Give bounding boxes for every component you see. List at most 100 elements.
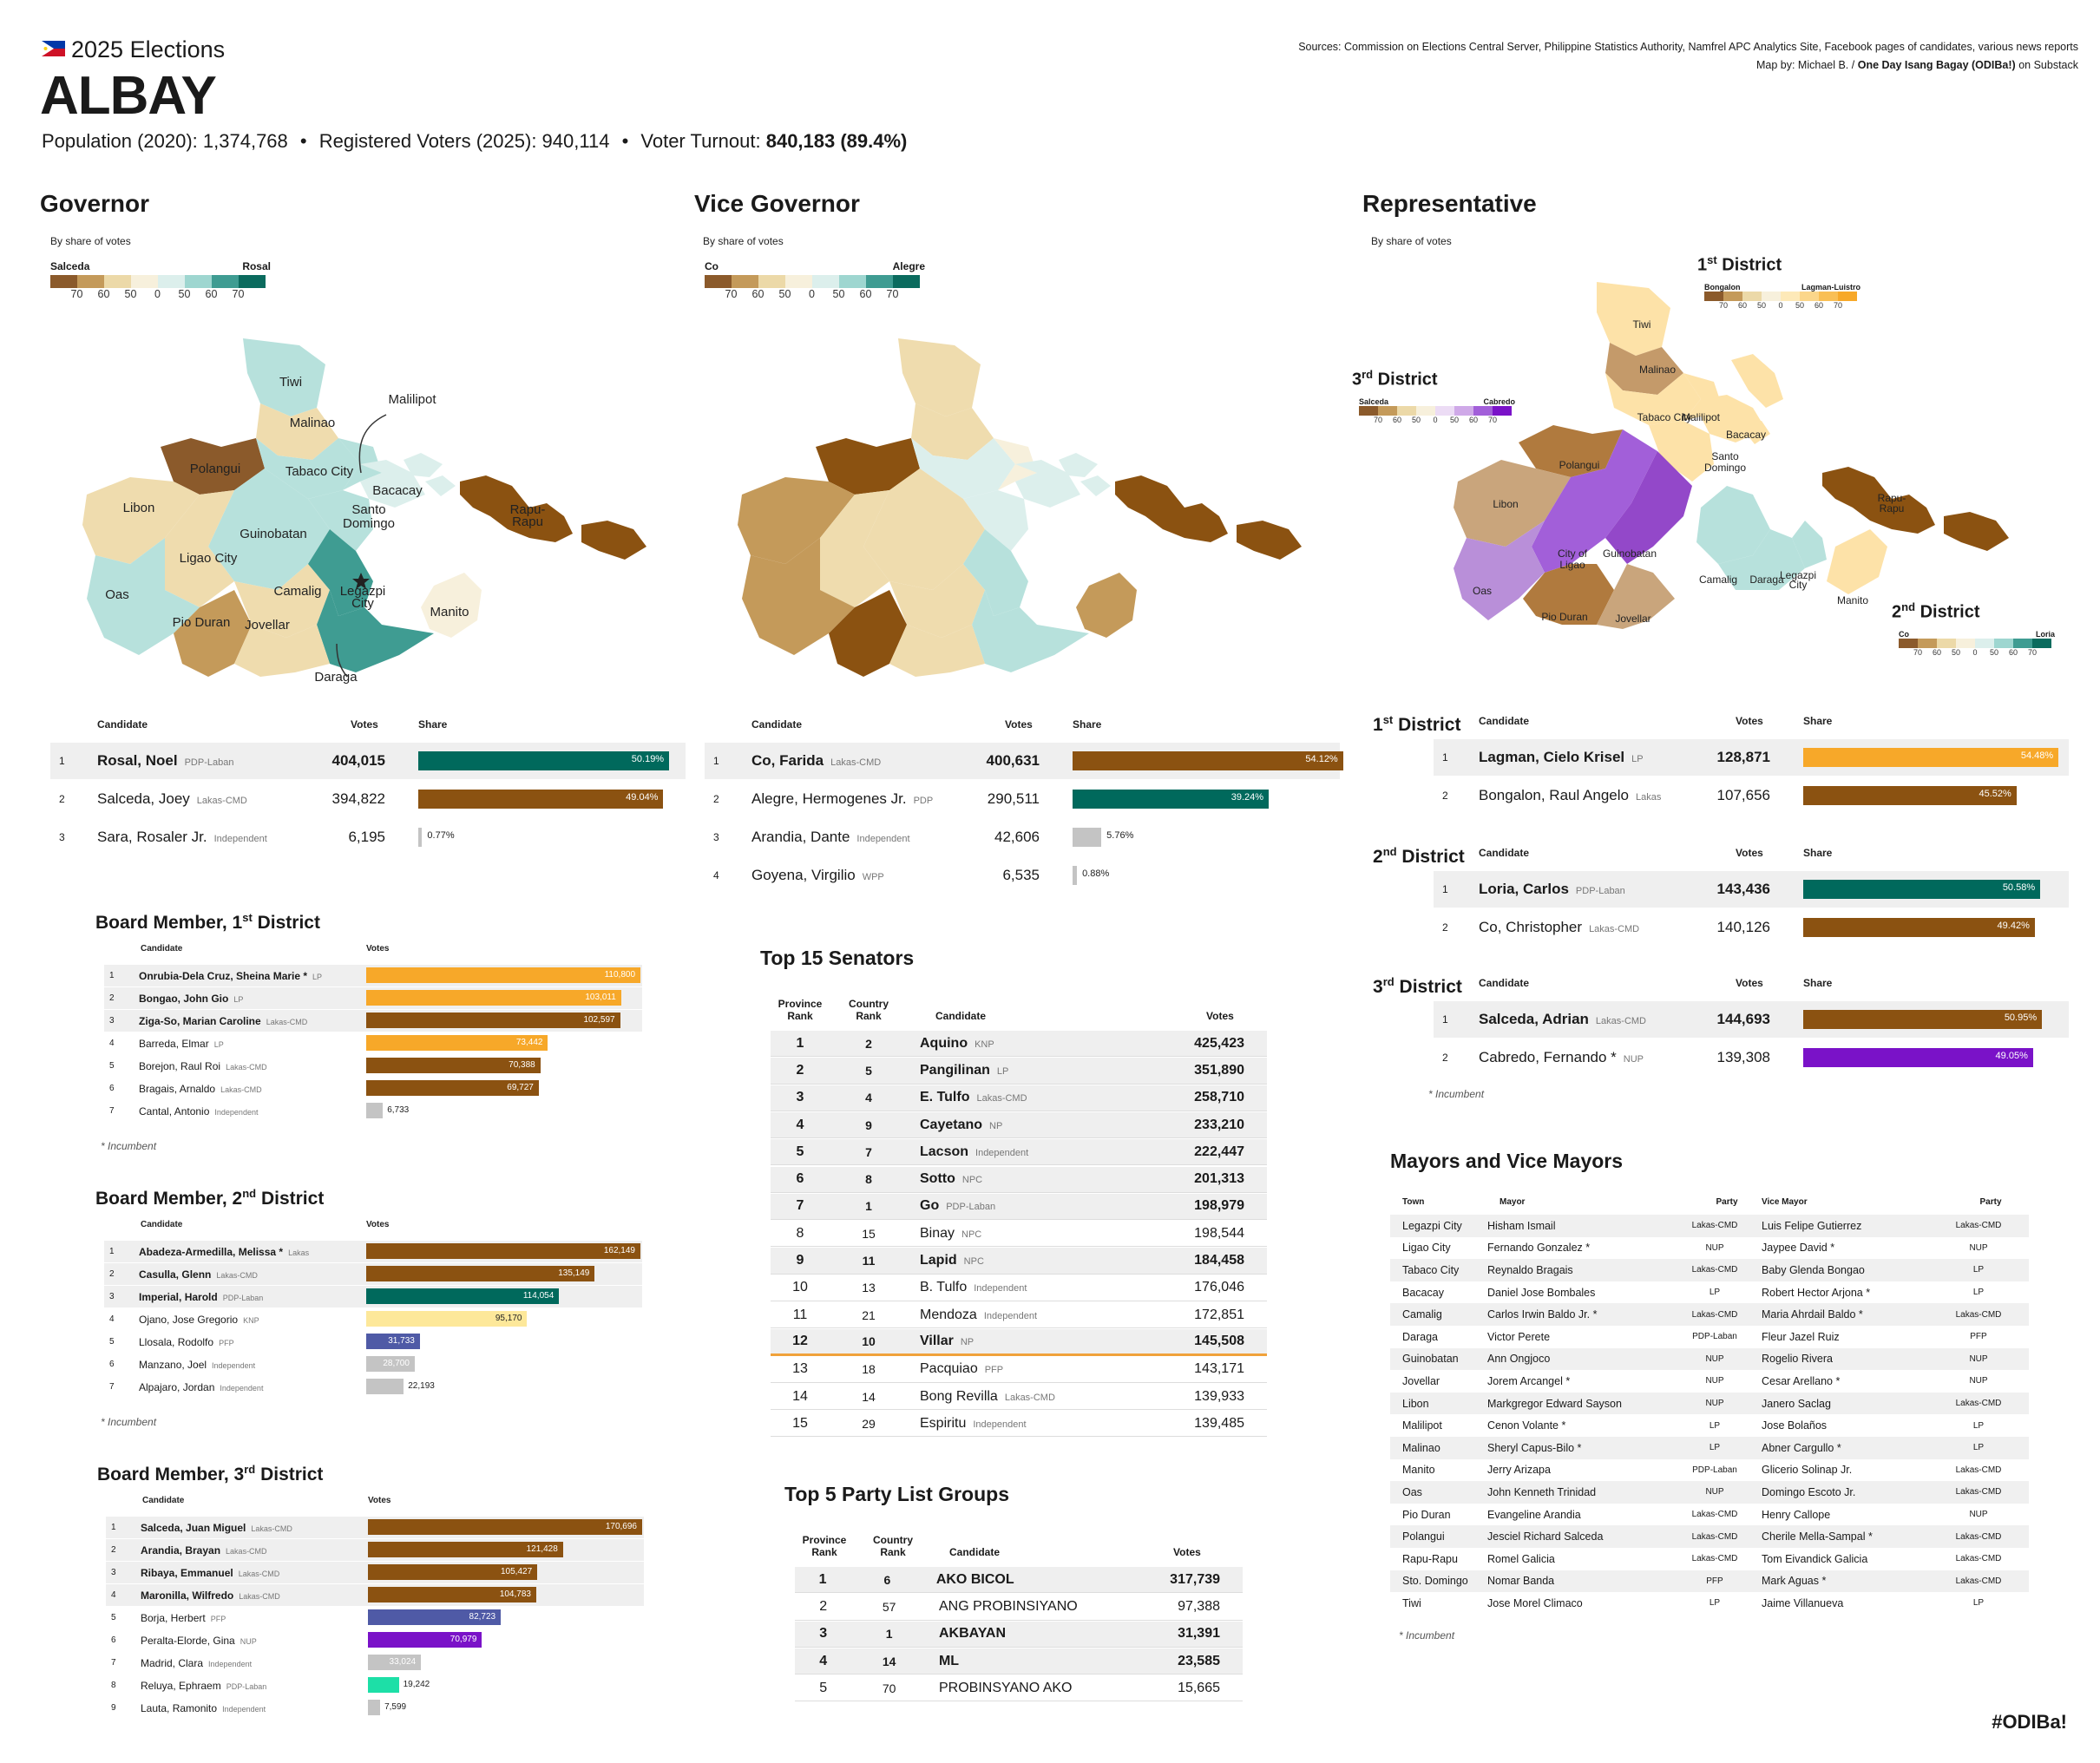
rep-rep3-share-label: 50.95% xyxy=(2004,1013,2038,1023)
mayor-name: Markgregor Edward Sayson xyxy=(1487,1397,1622,1410)
governor-votes: 6,195 xyxy=(348,829,385,845)
governor-name-text: Salceda, Joey xyxy=(97,790,190,807)
rep-d3-legend: 3rd District Salceda Cabredo 70 60 50 0 50 60 7… xyxy=(1352,363,1515,424)
country-rank: 1 xyxy=(885,1627,893,1642)
candidate-name-text: ANG PROBINSIYANO xyxy=(938,1598,1078,1614)
board-vote-label: 22,193 xyxy=(408,1381,435,1391)
vice-share-bar: 5.76% xyxy=(1073,828,1133,847)
vice-party: PDP xyxy=(913,796,934,806)
board-vote-bar: 22,193 xyxy=(366,1379,435,1394)
province-rank: 8 xyxy=(796,1225,804,1241)
country-rank: 8 xyxy=(865,1172,872,1187)
board-name-text: Llosala, Rodolfo xyxy=(139,1335,214,1348)
board-rank: 2 xyxy=(109,993,115,1003)
region-ligao xyxy=(1532,429,1657,573)
board-vote-label: 7,599 xyxy=(384,1702,407,1712)
region-tiwi xyxy=(243,338,325,416)
vice-mayor-party: Lakas-CMD xyxy=(1955,1576,2002,1586)
governor-col-share: Share xyxy=(418,718,448,731)
board-vote-label: 95,170 xyxy=(495,1314,522,1323)
vice-share-bar: 54.12% xyxy=(1073,751,1343,770)
candidate-name-text: PROBINSYANO AKO xyxy=(938,1680,1073,1695)
governor-heading: Governor xyxy=(40,190,150,217)
vice-mayor-name: Baby Glenda Bongao xyxy=(1762,1263,1865,1276)
rep-rep3-name-text: Cabredo, Fernando * xyxy=(1479,1049,1617,1065)
malilipot-arrow xyxy=(358,414,387,474)
rep-d2-legend: 2nd District Co Loria 70 60 50 0 50 60 70 xyxy=(1892,595,2055,657)
ranking-row: 11 21 Mendoza Independent 172,851 xyxy=(771,1302,1267,1329)
senators-col-province: Province Rank xyxy=(778,998,823,1022)
mayor-party: LP xyxy=(1709,1443,1721,1453)
candidate-name: E. Tulfo Lakas-CMD xyxy=(908,1090,1168,1105)
candidate-votes: 198,979 xyxy=(1194,1198,1244,1214)
rep-rep2-share-bar: 50.58% xyxy=(1803,880,2041,899)
svg-text:Polangui: Polangui xyxy=(1559,459,1600,471)
province-rank: 10 xyxy=(792,1280,808,1295)
candidate-votes: 198,544 xyxy=(1194,1225,1244,1241)
region-daraga xyxy=(317,590,434,672)
candidate-name-text: Bong Revilla xyxy=(920,1388,998,1404)
rep-rep1-name-text: Bongalon, Raul Angelo xyxy=(1479,787,1629,803)
board-vote-bar: 73,442 xyxy=(366,1035,548,1051)
board-name: Casulla, Glenn Lakas-CMD xyxy=(139,1268,258,1281)
board-name-text: Cantal, Antonio xyxy=(139,1104,210,1117)
rep-rep1-name: Lagman, Cielo Krisel LP xyxy=(1479,749,1644,766)
board-name: Salceda, Juan Miguel Lakas-CMD xyxy=(141,1522,292,1534)
ranking-row: 5 7 Lacson Independent 222,447 xyxy=(771,1139,1267,1166)
rep-rep2-col-votes: Votes xyxy=(1736,847,1763,859)
board-name: Cantal, Antonio Independent xyxy=(139,1105,258,1117)
vice-name: Co, Farida Lakas-CMD xyxy=(751,752,881,770)
rep-rep1-name-text: Lagman, Cielo Krisel xyxy=(1479,749,1625,765)
ranking-row: 8 15 Binay NPC 198,544 xyxy=(771,1221,1267,1248)
mayor-row: Ligao City Fernando Gonzalez * NUP Jaypee D… xyxy=(1390,1237,2029,1260)
board-name: Maronilla, Wilfredo Lakas-CMD xyxy=(141,1589,280,1602)
title-suffix: District xyxy=(1396,847,1465,867)
candidate-name: ANG PROBINSIYANO xyxy=(927,1599,1178,1615)
capital-star-icon xyxy=(352,573,370,589)
rep-d2-map-title: 2nd District xyxy=(1892,600,1980,622)
region-oas xyxy=(1454,521,1545,620)
rep-rep3-name-text: Salceda, Adrian xyxy=(1479,1011,1589,1027)
vice-mayor-party: Lakas-CMD xyxy=(1955,1221,2002,1231)
board-name-text: Abadeza-Armedilla, Melissa * xyxy=(139,1245,284,1258)
board-rank: 6 xyxy=(109,1084,115,1093)
candidate-votes: 23,585 xyxy=(1178,1653,1220,1668)
rep-rep1-row: 2 Bongalon, Raul Angelo Lakas 107,656 45.52% xyxy=(1434,777,2069,814)
region-jovellar xyxy=(234,625,330,677)
board-party: Independent xyxy=(208,1659,253,1668)
svg-text:Domingo: Domingo xyxy=(343,516,395,531)
mayor-row: Manito Jerry Arizapa PDP-Laban Glicerio Sol… xyxy=(1390,1459,2029,1482)
board-vote-bar: 7,599 xyxy=(368,1700,406,1715)
mayor-party: NUP xyxy=(1705,1376,1724,1386)
board-row: 1 Abadeza-Armedilla, Melissa * Lakas 162,14… xyxy=(104,1241,642,1262)
region-legazpi xyxy=(1792,521,1827,568)
region-libon xyxy=(1454,460,1571,547)
rep-rep1-col-candidate: Candidate xyxy=(1479,715,1530,727)
partylist-col-votes: Votes xyxy=(1173,1546,1201,1558)
vice-rank: 4 xyxy=(713,869,719,882)
mayors-incumbent-note: * Incumbent xyxy=(1399,1629,1455,1642)
vice-share-bar: 39.24% xyxy=(1073,790,1270,809)
board-name: Bragais, Arnaldo Lakas-CMD xyxy=(139,1083,262,1095)
candidate-votes: 172,851 xyxy=(1194,1307,1244,1322)
rep-rep2-votes: 143,436 xyxy=(1716,881,1770,897)
candidate-name: Lacson Independent xyxy=(908,1144,1168,1160)
board-vote-bar: 6,733 xyxy=(366,1103,409,1118)
candidate-name-text: Cayetano xyxy=(920,1117,983,1132)
candidate-name: Pacquiao PFP xyxy=(908,1361,1168,1377)
country-rank: 7 xyxy=(865,1144,872,1159)
mayor-name: Jesciel Richard Salceda xyxy=(1487,1530,1604,1543)
candidate-party: Independent xyxy=(983,1310,1037,1321)
ranking-row: 13 18 Pacquiao PFP 143,171 xyxy=(771,1357,1267,1383)
svg-text:Manito: Manito xyxy=(1837,594,1868,606)
rep-rep3-col-votes: Votes xyxy=(1736,977,1763,989)
region-libon xyxy=(738,477,855,564)
board-row: 2 Casulla, Glenn Lakas-CMD 135,149 xyxy=(104,1263,642,1285)
legend-ticks: 70 60 50 0 50 60 70 xyxy=(70,288,245,300)
board-party: PFP xyxy=(219,1338,234,1347)
mayors-heading: Mayors and Vice Mayors xyxy=(1390,1150,1624,1172)
region-oas xyxy=(87,538,200,655)
governor-name: Sara, Rosaler Jr. Independent xyxy=(97,829,267,846)
region-pio-duran xyxy=(174,590,252,677)
board-vote-bar: 31,733 xyxy=(366,1334,420,1349)
